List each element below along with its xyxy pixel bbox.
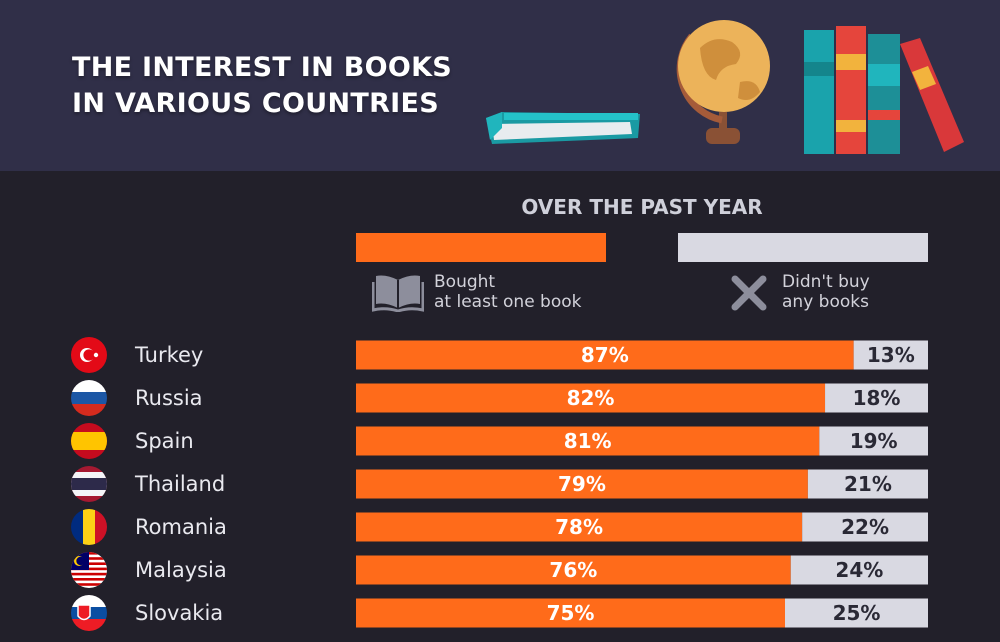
standing-books-icon <box>804 26 964 154</box>
data-label-bought: 81% <box>564 429 612 453</box>
legend-swatch-didnt-buy <box>678 233 928 262</box>
category-label: Russia <box>135 386 203 410</box>
data-label-didnt-buy: 19% <box>850 429 898 453</box>
category-label: Turkey <box>134 343 203 367</box>
legend-label-bought: Bought at least one book <box>434 272 582 312</box>
category-label: Thailand <box>134 472 225 496</box>
data-label-didnt-buy: 18% <box>853 386 901 410</box>
data-label-bought: 78% <box>555 515 603 539</box>
bar-didnt-buy <box>785 598 928 628</box>
category-label: Slovakia <box>135 601 223 625</box>
bar-didnt-buy <box>825 383 928 413</box>
data-label-didnt-buy: 22% <box>841 515 889 539</box>
data-label-didnt-buy: 21% <box>844 472 892 496</box>
x-icon <box>731 275 767 311</box>
romania-flag-icon <box>71 509 107 545</box>
bar-didnt-buy <box>807 469 928 499</box>
bar-didnt-buy <box>853 340 928 370</box>
chart-title: OVER THE PAST YEAR <box>521 195 763 219</box>
bar-didnt-buy <box>802 512 928 542</box>
data-label-didnt-buy: 13% <box>867 343 915 367</box>
bar-bought <box>356 598 785 628</box>
bar-chart: Turkey 87% 13% Russia 82% 18% Spain 81% 19% Thail… <box>71 337 928 631</box>
slovakia-flag-icon <box>71 595 107 631</box>
bar-didnt-buy <box>819 426 928 456</box>
category-label: Malaysia <box>135 558 227 582</box>
data-label-bought: 79% <box>558 472 606 496</box>
header-banner: THE INTEREST IN BOOKS IN VARIOUS COUNTRI… <box>0 0 1000 171</box>
russia-flag-icon <box>71 380 107 416</box>
data-label-bought: 82% <box>567 386 615 410</box>
open-book-icon <box>372 275 424 312</box>
bar-bought <box>356 555 791 585</box>
bar-bought <box>356 383 826 413</box>
globe-icon <box>676 20 770 144</box>
books-illustration <box>486 20 964 154</box>
legend-label-didnt-buy: Didn't buy any books <box>782 272 870 312</box>
data-label-bought: 75% <box>547 601 595 625</box>
page-title: THE INTEREST IN BOOKS IN VARIOUS COUNTRI… <box>72 50 452 122</box>
title-line-2: IN VARIOUS COUNTRIES <box>72 88 439 119</box>
turkey-flag-icon <box>71 337 107 373</box>
legend-swatch-bought <box>356 233 606 262</box>
data-label-bought: 87% <box>581 343 629 367</box>
lying-book-icon <box>486 112 640 144</box>
bar-bought <box>356 469 808 499</box>
malaysia-flag-icon <box>71 552 107 588</box>
data-label-didnt-buy: 25% <box>833 601 881 625</box>
bar-didnt-buy <box>790 555 928 585</box>
thailand-flag-icon <box>71 466 107 502</box>
category-label: Romania <box>135 515 227 539</box>
data-label-didnt-buy: 24% <box>835 558 883 582</box>
data-label-bought: 76% <box>549 558 597 582</box>
bar-bought <box>356 340 854 370</box>
spain-flag-icon <box>71 423 107 459</box>
category-label: Spain <box>135 429 194 453</box>
bar-bought <box>356 426 820 456</box>
title-line-1: THE INTEREST IN BOOKS <box>72 52 453 83</box>
bar-bought <box>356 512 803 542</box>
